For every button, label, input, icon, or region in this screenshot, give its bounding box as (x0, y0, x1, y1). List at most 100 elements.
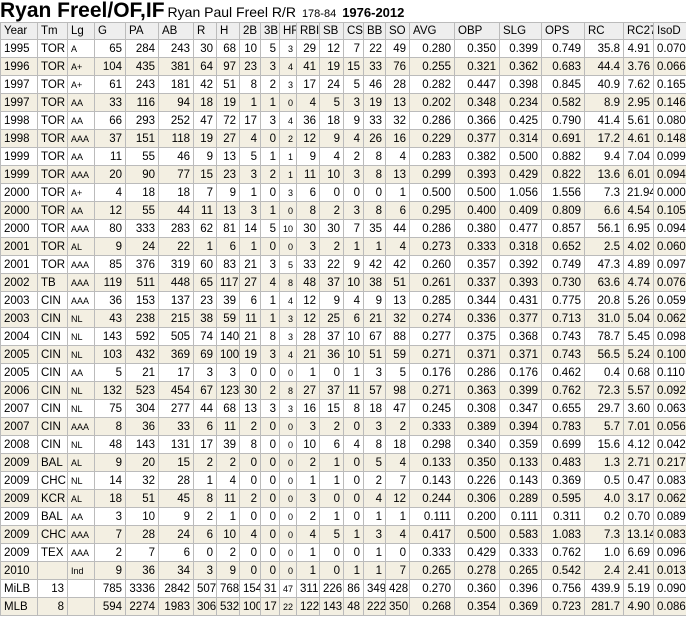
table-cell: 6 (239, 291, 261, 310)
table-cell: 0 (279, 561, 297, 580)
table-cell: 18 (193, 93, 217, 112)
table-cell: 8 (239, 75, 261, 94)
table-cell: 523 (125, 381, 159, 400)
table-cell: 0.4 (584, 363, 624, 382)
table-cell: 4.0 (584, 489, 624, 508)
table-cell: 2 (260, 381, 280, 400)
table-cell: 0.070 (653, 39, 686, 58)
table-cell: 22 (279, 597, 297, 616)
table-cell: 0.133 (409, 453, 455, 472)
table-cell: 18 (94, 489, 126, 508)
table-cell: 7 (193, 183, 217, 202)
table-cell: 11 (216, 489, 240, 508)
table-cell: 8 (279, 273, 297, 292)
table-cell: 3 (94, 507, 126, 526)
table-cell: 1 (260, 201, 280, 220)
column-header: R (193, 22, 217, 40)
table-cell: 0.762 (541, 381, 585, 400)
table-cell: 12 (296, 291, 320, 310)
table-cell: 6 (319, 435, 344, 454)
table-cell: 0.399 (499, 39, 542, 58)
table-cell: 68 (216, 399, 240, 418)
table-cell: 11 (343, 381, 364, 400)
table-cell: 0.749 (541, 255, 585, 274)
table-cell: 4 (385, 453, 410, 472)
table-cell: 0 (279, 489, 297, 508)
column-header: PA (125, 22, 159, 40)
table-cell: 0.756 (541, 579, 585, 598)
table-cell: 8 (343, 399, 364, 418)
table-cell: 1 (363, 561, 386, 580)
table-cell: 0.148 (653, 129, 686, 148)
table-cell: 75 (94, 399, 126, 418)
table-cell: 3 (279, 399, 297, 418)
table-cell: 0.200 (454, 507, 500, 526)
table-cell: 46 (363, 75, 386, 94)
table-cell: 25 (319, 309, 344, 328)
table-cell: 0 (319, 489, 344, 508)
table-cell: 0.268 (409, 597, 455, 616)
table-cell: 2000 (0, 219, 38, 238)
table-cell: 0.097 (653, 255, 686, 274)
table-cell: 0.283 (409, 147, 455, 166)
table-cell: 4 (385, 525, 410, 544)
table-cell: 0 (260, 363, 280, 382)
table-row: 2003 CIN AAA 36 153 137 23 39 6 1 4 12 9 4 9 13 0.285 0.3… (0, 291, 686, 310)
table-cell: 3 (239, 201, 261, 220)
table-cell: 37 (319, 381, 344, 400)
table-cell: 3 (363, 417, 386, 436)
table-row: 2007 CIN AAA 8 36 33 6 11 2 0 0 3 2 0 3 2 0.333 0.389 0.39… (0, 417, 686, 436)
table-cell: 222 (363, 597, 386, 616)
table-cell: 283 (158, 219, 194, 238)
table-cell: 66 (94, 111, 126, 130)
table-cell: 32 (385, 309, 410, 328)
table-cell: 0 (279, 525, 297, 544)
column-header: AB (158, 22, 194, 40)
table-cell: 28 (125, 525, 159, 544)
table-cell: 2 (363, 471, 386, 490)
table-cell: 0.396 (499, 579, 542, 598)
table-cell: 3 (260, 57, 280, 76)
table-cell: 0.244 (409, 489, 455, 508)
table-cell: 2 (260, 75, 280, 94)
table-cell: 51 (216, 75, 240, 94)
table-cell: 47 (279, 579, 297, 598)
table-cell: 6 (385, 201, 410, 220)
table-cell: 3 (193, 363, 217, 382)
table-cell: 0 (279, 417, 297, 436)
table-cell: 3 (260, 399, 280, 418)
table-cell: 12 (296, 129, 320, 148)
table-cell: 33 (363, 57, 386, 76)
table-cell: 17 (260, 597, 280, 616)
table-cell: 18 (319, 111, 344, 130)
table-cell: 0.289 (499, 489, 542, 508)
table-row: 2008 CIN NL 48 143 131 17 39 8 0 0 10 6 4 8 18 0.298 0.34… (0, 435, 686, 454)
table-cell: 33 (363, 111, 386, 130)
table-cell: 9 (193, 147, 217, 166)
table-cell: 2002 (0, 273, 38, 292)
table-cell: 0 (239, 543, 261, 562)
table-cell: 117 (216, 273, 240, 292)
table-cell: 0 (260, 525, 280, 544)
table-cell: 0.321 (454, 57, 500, 76)
table-cell: 0.096 (653, 543, 686, 562)
table-cell: 17 (158, 363, 194, 382)
table-cell: 1996 (0, 57, 38, 76)
table-cell: 0.265 (499, 561, 542, 580)
table-cell: 0.730 (541, 273, 585, 292)
table-cell: 0.683 (541, 57, 585, 76)
table-cell: 39 (216, 435, 240, 454)
table-cell: 4.02 (623, 237, 654, 256)
table-cell: 0.393 (454, 165, 500, 184)
table-cell: 0.359 (499, 435, 542, 454)
table-cell: 18 (125, 183, 159, 202)
table-cell: 1999 (0, 147, 38, 166)
table-cell: 11 (193, 201, 217, 220)
table-cell: 0 (260, 417, 280, 436)
table-cell: 0 (279, 543, 297, 562)
table-cell: 2 (239, 489, 261, 508)
table-cell: 1.556 (541, 183, 585, 202)
table-cell: 507 (193, 579, 217, 598)
table-cell: 0.060 (653, 237, 686, 256)
